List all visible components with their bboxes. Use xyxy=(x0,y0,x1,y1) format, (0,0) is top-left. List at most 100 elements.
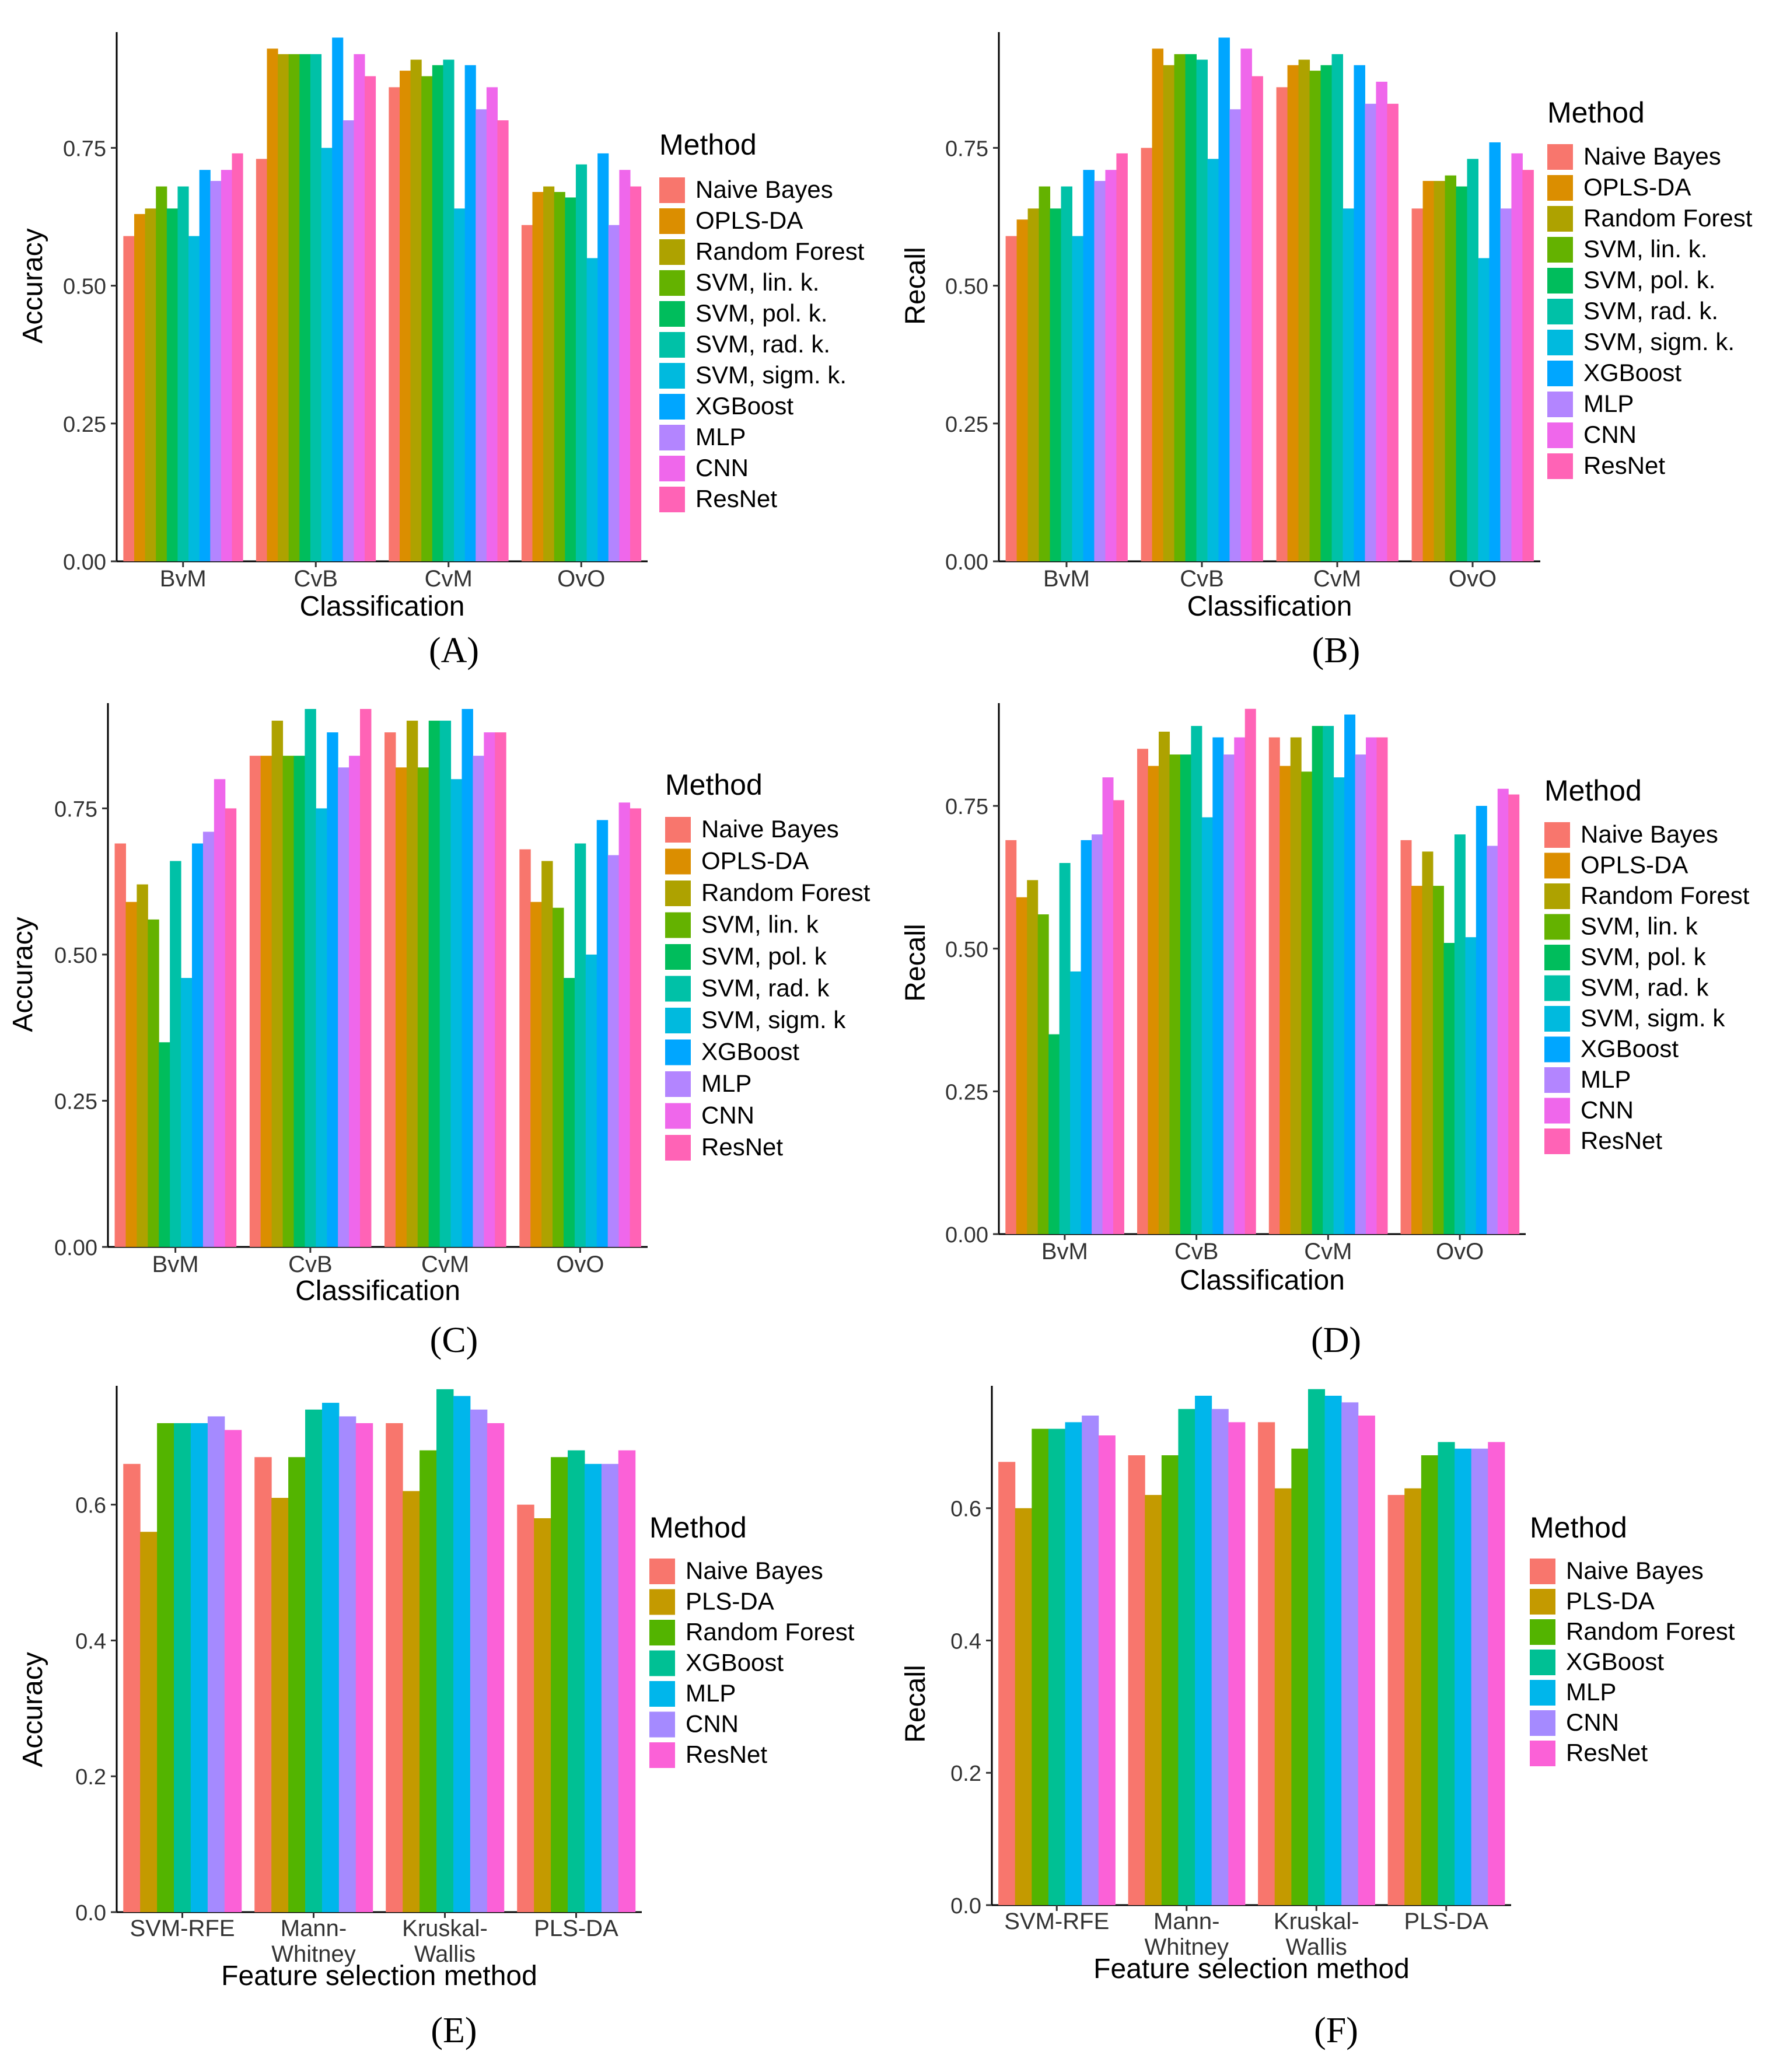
legend-item-label: OPLS-DA xyxy=(1583,173,1691,201)
bar-svm-rfe-4 xyxy=(1065,1422,1082,1905)
bar-bvm-4 xyxy=(166,208,178,561)
bar-cvb-2 xyxy=(271,721,284,1247)
y-tick-label: 0.25 xyxy=(945,413,988,437)
legend-swatch xyxy=(1544,975,1570,1001)
bar-cvb-4 xyxy=(293,756,305,1247)
legend-swatch xyxy=(665,880,691,906)
bar-ovo-7 xyxy=(596,820,609,1247)
y-tick-label: 0.00 xyxy=(63,550,106,575)
bar-pls-da-3 xyxy=(568,1450,585,1912)
legend-swatch xyxy=(665,1039,691,1065)
bar-bvm-2 xyxy=(1027,208,1040,561)
bar-bvm-6 xyxy=(1072,236,1083,562)
bar-cvm-4 xyxy=(428,721,440,1247)
x-tick-label: Kruskal-Wallis xyxy=(1274,1909,1359,1960)
legend-swatch xyxy=(1547,299,1573,324)
y-tick-label: 0.4 xyxy=(950,1629,981,1654)
y-tick-label: 0.2 xyxy=(75,1765,106,1790)
bar-pls-da-0 xyxy=(1387,1495,1405,1905)
bar-cvm-8 xyxy=(1355,754,1366,1234)
legend-swatch xyxy=(1544,883,1570,909)
bar-kruskal-wallis-4 xyxy=(1324,1396,1342,1905)
legend-item-label: Random Forest xyxy=(701,879,870,906)
legend-swatch xyxy=(665,1008,691,1033)
legend-item-label: SVM, lin. k xyxy=(701,911,819,938)
y-tick-label: 0.25 xyxy=(945,1080,988,1105)
bar-ovo-8 xyxy=(1487,845,1498,1234)
bar-bvm-1 xyxy=(1016,219,1029,562)
legend-swatch xyxy=(1547,392,1573,417)
y-tick-label: 0.00 xyxy=(54,1236,97,1260)
legend-item-label: XGBoost xyxy=(1581,1035,1679,1063)
bar-cvb-9 xyxy=(1240,48,1252,561)
x-tick-label: OvO xyxy=(1436,1239,1484,1264)
chart-panel-e: 0.0 0.2 0.4 0.6 SVM-RFE Mann-Whitney Kruskal-W… xyxy=(18,1386,855,2050)
bar-bvm-9 xyxy=(221,170,233,562)
legend-item-label: CNN xyxy=(686,1710,739,1738)
y-axis-title: Recall xyxy=(900,924,931,1001)
bar-mann-whitney-3 xyxy=(305,1409,323,1912)
bar-kruskal-wallis-3 xyxy=(1307,1389,1326,1905)
legend-swatch xyxy=(659,239,685,265)
legend-swatch xyxy=(649,1650,675,1676)
bar-ovo-2 xyxy=(541,861,553,1247)
legend-item-label: Naive Bayes xyxy=(695,176,833,203)
bar-bvm-2 xyxy=(137,884,148,1247)
bar-svm-rfe-6 xyxy=(1098,1435,1116,1905)
bar-kruskal-wallis-3 xyxy=(436,1389,454,1912)
bar-ovo-2 xyxy=(1422,851,1434,1234)
bar-ovo-6 xyxy=(586,258,598,561)
bar-bvm-4 xyxy=(1048,1034,1060,1234)
bar-pls-da-4 xyxy=(1455,1448,1472,1905)
x-axis-title: Feature selection method xyxy=(1093,1954,1410,1984)
bar-cvb-10 xyxy=(365,76,376,562)
legend-swatch xyxy=(1544,914,1570,940)
bar-ovo-1 xyxy=(1411,886,1422,1234)
bar-bvm-9 xyxy=(214,779,226,1247)
y-tick-label: 0.6 xyxy=(75,1494,106,1518)
bar-cvm-7 xyxy=(1354,65,1365,561)
legend-item-label: Naive Bayes xyxy=(701,815,839,843)
bar-cvb-4 xyxy=(1180,754,1191,1234)
bar-cvm-6 xyxy=(450,779,463,1247)
y-tick-label: 0.50 xyxy=(945,275,988,299)
bar-cvb-2 xyxy=(1158,731,1170,1234)
x-tick-label: OvO xyxy=(556,1252,604,1277)
y-axis-title: Accuracy xyxy=(8,917,39,1032)
legend-swatch xyxy=(665,817,691,843)
bar-ovo-6 xyxy=(585,954,597,1247)
bar-cvb-6 xyxy=(321,148,333,561)
x-axis-title: Classification xyxy=(1187,591,1352,622)
bar-kruskal-wallis-5 xyxy=(1341,1402,1359,1905)
x-tick-label: BvM xyxy=(1041,1239,1088,1264)
bar-mann-whitney-2 xyxy=(288,1457,306,1912)
bar-cvm-7 xyxy=(462,709,473,1247)
bar-cvm-4 xyxy=(1320,65,1333,561)
legend-swatch xyxy=(1544,1098,1570,1124)
bar-svm-rfe-1 xyxy=(1015,1508,1032,1905)
bar-cvm-9 xyxy=(484,732,495,1247)
bar-bvm-3 xyxy=(1039,186,1051,562)
bar-bvm-3 xyxy=(148,919,159,1247)
bar-cvm-3 xyxy=(1309,71,1321,561)
bar-ovo-8 xyxy=(608,225,620,561)
bar-cvb-5 xyxy=(1191,726,1202,1234)
x-tick-label: Mann-Whitney xyxy=(271,1916,356,1967)
bar-ovo-5 xyxy=(1454,834,1466,1234)
legend-item-label: SVM, lin. k xyxy=(1581,913,1698,940)
legend-title: Method xyxy=(1530,1511,1627,1544)
bar-cvm-6 xyxy=(454,208,466,561)
legend-swatch xyxy=(649,1681,675,1707)
x-tick-label: CvM xyxy=(1304,1239,1352,1264)
legend-item-label: SVM, sigm. k xyxy=(1581,1004,1725,1032)
y-tick-label: 0.25 xyxy=(63,413,106,437)
bar-cvb-6 xyxy=(1201,817,1213,1234)
bar-bvm-8 xyxy=(210,181,222,561)
bar-cvb-10 xyxy=(1244,708,1256,1234)
legend-swatch xyxy=(1530,1619,1555,1645)
bar-bvm-4 xyxy=(1050,208,1062,561)
legend-item-label: OPLS-DA xyxy=(1581,851,1688,879)
bar-pls-da-5 xyxy=(1471,1448,1488,1905)
bar-cvm-5 xyxy=(439,721,452,1247)
legend-item-label: SVM, lin. k. xyxy=(695,268,819,296)
